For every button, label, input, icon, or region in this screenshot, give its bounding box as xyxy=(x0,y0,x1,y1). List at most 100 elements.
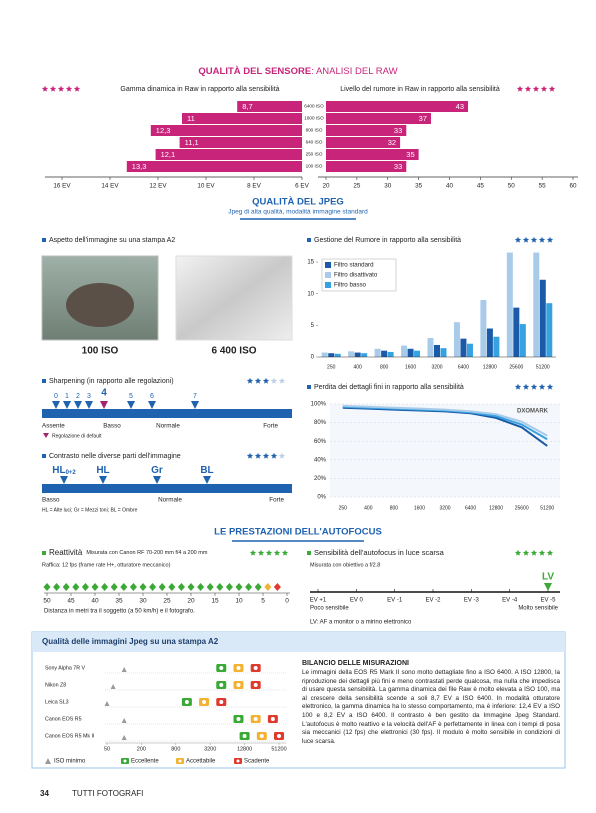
y-tick-label: 0 xyxy=(311,355,315,361)
star xyxy=(57,85,65,92)
scale-end-label: Basso xyxy=(42,497,60,504)
value-label: 32 xyxy=(388,138,396,147)
icon-lens xyxy=(236,683,241,687)
camera-name: Canon EOS R5 xyxy=(45,716,82,722)
photo-caption: 6 400 ISO xyxy=(211,346,256,357)
section-title: Sensibilità dell'autofocus in luce scars… xyxy=(314,548,445,557)
contrast-marker-label: BL xyxy=(200,465,213,476)
marker-label: LV xyxy=(542,572,554,583)
diamond xyxy=(245,583,253,591)
star xyxy=(257,549,265,556)
x-tick-label: 800 xyxy=(390,505,399,511)
grade-icon xyxy=(250,664,261,672)
bar xyxy=(493,336,500,357)
x-tick-label: 50 xyxy=(508,183,516,190)
bar xyxy=(326,149,419,160)
rating-stars xyxy=(514,236,554,243)
star xyxy=(522,383,530,390)
contrast-marker xyxy=(153,476,161,484)
contrast-marker xyxy=(60,476,68,484)
star xyxy=(530,383,538,390)
contrast-marker-label: HL0+2 xyxy=(52,465,76,476)
x-tick-label: 250 xyxy=(327,364,336,370)
y-tick-label: 80% xyxy=(314,420,327,426)
legend-swatch xyxy=(325,282,331,288)
diamond xyxy=(53,583,61,591)
star xyxy=(538,549,546,556)
photo-caption: 100 ISO xyxy=(82,346,119,357)
x-tick-label: 50 xyxy=(43,598,51,605)
bar xyxy=(326,137,401,148)
x-tick-label: 35 xyxy=(415,183,423,190)
x-tick-label: 800 xyxy=(380,364,389,370)
icon-lens xyxy=(184,700,189,704)
diamond xyxy=(225,583,233,591)
star xyxy=(530,236,538,243)
bar xyxy=(326,125,407,136)
x-tick-label: 1600 xyxy=(414,505,425,511)
rating-stars xyxy=(516,85,556,92)
rating-stars xyxy=(249,549,289,556)
scale-label: 1 xyxy=(65,393,69,400)
diamond xyxy=(129,583,137,591)
scale-label: 4 xyxy=(101,388,107,399)
icon-lens xyxy=(202,700,207,704)
iso-label: 800 ISO xyxy=(306,128,323,133)
bar xyxy=(453,322,460,357)
legend-swatch xyxy=(325,272,331,278)
iso-label: 250 ISO xyxy=(306,152,323,157)
note: HL = Alte luci; Gr = Mezzi toni; BL = Om… xyxy=(42,507,138,513)
scale-marker xyxy=(74,401,82,409)
legend-label: Scadente xyxy=(244,759,270,765)
x-tick-label: 15 xyxy=(211,598,219,605)
bar xyxy=(126,161,302,172)
bar xyxy=(480,300,487,357)
bar xyxy=(506,252,513,357)
x-tick-label: 51200 xyxy=(536,364,550,370)
x-tick-label: 40 xyxy=(446,183,454,190)
y-tick-label: 15 xyxy=(307,260,314,266)
star xyxy=(254,452,262,459)
bullet xyxy=(42,379,46,383)
diamond xyxy=(273,583,281,591)
summary-box-header xyxy=(32,632,565,652)
legend-label: Filtro standard xyxy=(334,262,374,269)
bar xyxy=(328,353,335,357)
magazine-name: TUTTI FOTOGRAFI xyxy=(72,789,143,798)
sensor-title: QUALITÀ DEL SENSORE: ANALISI DEL RAW xyxy=(198,66,397,77)
bar xyxy=(440,348,447,357)
iso-min-marker xyxy=(121,718,127,723)
x-tick-label: 30 xyxy=(139,598,147,605)
diamond xyxy=(254,583,262,591)
contrast-marker-label: Gr xyxy=(151,465,163,476)
star xyxy=(262,452,270,459)
iso-min-marker xyxy=(104,701,110,706)
legend-label: Accettabile xyxy=(186,759,216,765)
bar xyxy=(414,350,421,357)
grade-icon xyxy=(256,732,267,740)
grade-icon xyxy=(267,715,278,723)
grade-icon xyxy=(216,681,227,689)
logo: DXOMARK xyxy=(517,409,549,415)
star xyxy=(270,377,278,384)
icon-lens xyxy=(277,734,281,738)
marker-text: HL xyxy=(52,465,65,476)
x-tick-label: 51200 xyxy=(271,746,286,752)
value-label: 37 xyxy=(419,114,427,123)
diamond xyxy=(149,583,157,591)
bullet xyxy=(307,551,311,555)
scale-end-label: Normale xyxy=(156,423,180,430)
marker-subscript: 0+2 xyxy=(66,470,77,476)
marker-text: BL xyxy=(200,465,213,476)
contrast-marker xyxy=(203,476,211,484)
x-tick-label: EV 0 xyxy=(350,598,364,604)
x-tick-label: 12800 xyxy=(489,505,503,511)
x-tick-label: 8 EV xyxy=(247,183,261,190)
scale-end-label: Poco sensibile xyxy=(310,606,349,612)
diamond xyxy=(177,583,185,591)
marker-text: Gr xyxy=(151,465,163,476)
camera-name: Nikon Z8 xyxy=(45,682,66,688)
icon-lens xyxy=(219,700,224,704)
bar xyxy=(539,279,546,357)
